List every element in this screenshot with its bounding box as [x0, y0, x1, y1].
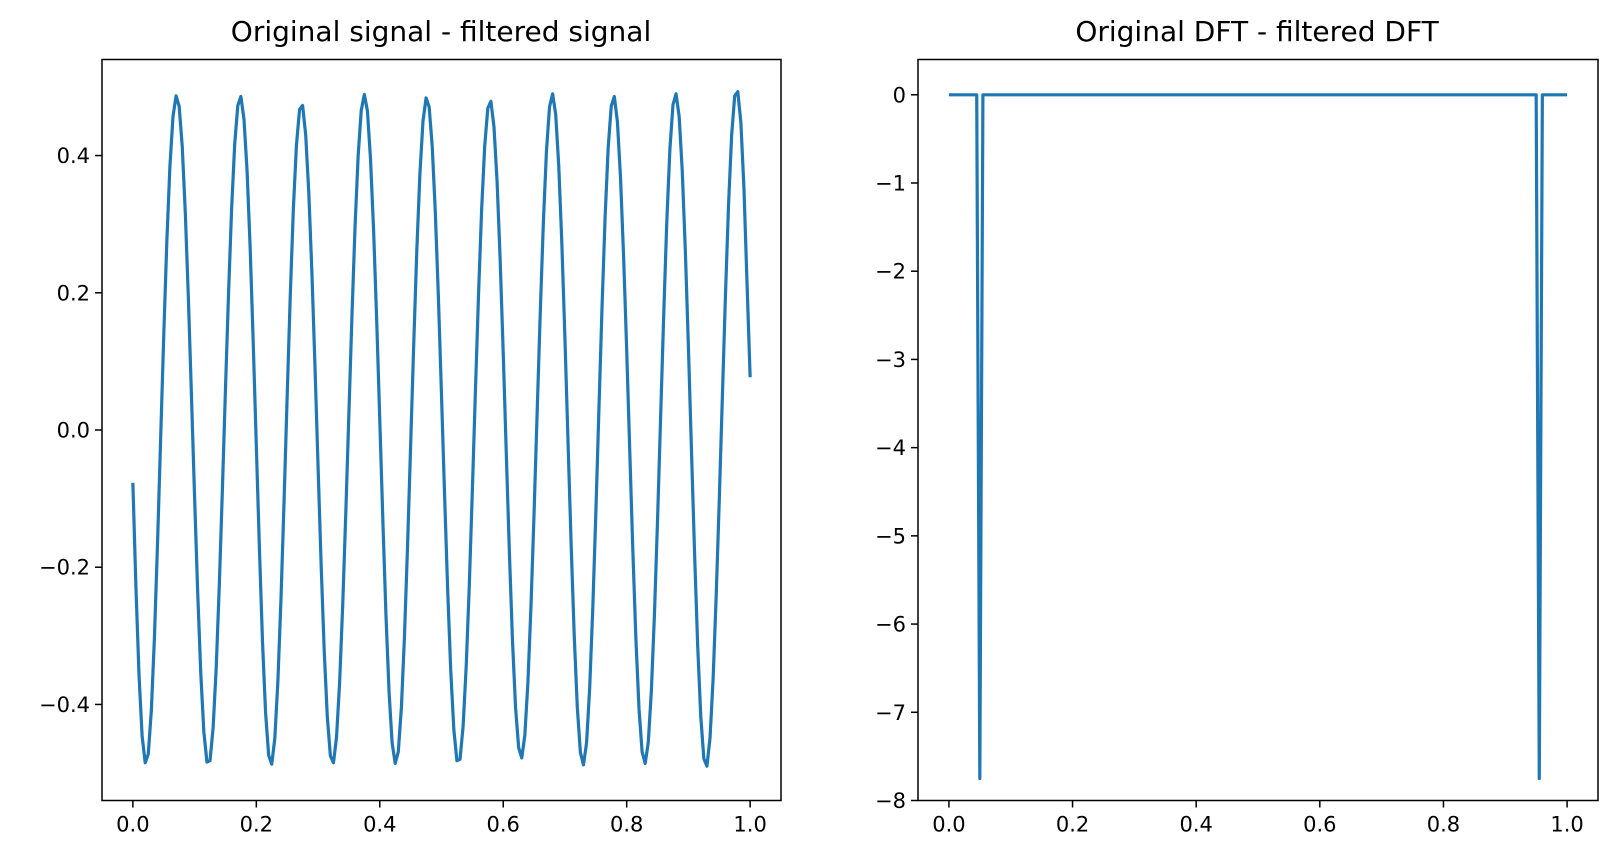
signal-y-tick-label: −0.4 — [39, 693, 90, 717]
signal-y-tick-label: 0.2 — [57, 281, 90, 305]
dft-chart-title: Original DFT - filtered DFT — [1075, 15, 1439, 48]
dft-y-ticks: 0 −1 −2 −3 −4 −5 −6 −7 −8 — [875, 83, 918, 813]
signal-y-ticks: −0.4 −0.2 0.0 0.2 0.4 — [39, 144, 102, 717]
dft-x-ticks: 0.0 0.2 0.4 0.6 0.8 1.0 — [932, 800, 1584, 837]
dft-y-tick-label: −1 — [875, 172, 906, 196]
signal-y-tick-label: 0.4 — [57, 144, 90, 168]
dft-x-tick-label: 0.4 — [1179, 813, 1212, 837]
signal-x-tick-label: 0.8 — [610, 813, 643, 837]
subplot-dft: Original DFT - filtered DFT 0.0 0.2 0.4 0.6… — [875, 15, 1599, 837]
signal-x-tick-label: 1.0 — [733, 813, 766, 837]
signal-x-tick-label: 0.4 — [363, 813, 396, 837]
subplot-signal: Original signal - filtered signal 0.0 0.2… — [39, 15, 782, 837]
dft-x-tick-label: 0.0 — [932, 813, 965, 837]
dft-y-tick-label: −4 — [875, 436, 906, 460]
dft-difference-line — [948, 93, 1568, 781]
dft-axes-frame — [917, 58, 1599, 802]
dft-x-tick-label: 0.6 — [1303, 813, 1336, 837]
dft-x-tick-label: 0.8 — [1427, 813, 1460, 837]
signal-chart-title: Original signal - filtered signal — [231, 15, 651, 48]
dft-y-tick-label: −8 — [875, 789, 906, 813]
dft-y-tick-label: −2 — [875, 260, 906, 284]
dft-y-tick-label: −7 — [875, 701, 906, 725]
dft-y-tick-label: −5 — [875, 524, 906, 548]
signal-y-tick-label: 0.0 — [57, 419, 90, 443]
dft-y-tick-label: −3 — [875, 348, 906, 372]
dft-y-tick-label: −6 — [875, 613, 906, 637]
signal-y-tick-label: −0.2 — [39, 556, 90, 580]
signal-x-tick-label: 0.0 — [116, 813, 149, 837]
dft-x-tick-label: 0.2 — [1056, 813, 1089, 837]
dft-x-tick-label: 1.0 — [1550, 813, 1583, 837]
signal-x-tick-label: 0.2 — [240, 813, 273, 837]
signal-axes-frame — [101, 58, 782, 802]
signal-x-ticks: 0.0 0.2 0.4 0.6 0.8 1.0 — [116, 800, 767, 837]
signal-difference-line — [131, 90, 752, 768]
signal-x-tick-label: 0.6 — [487, 813, 520, 837]
dft-y-tick-label: 0 — [893, 83, 906, 107]
